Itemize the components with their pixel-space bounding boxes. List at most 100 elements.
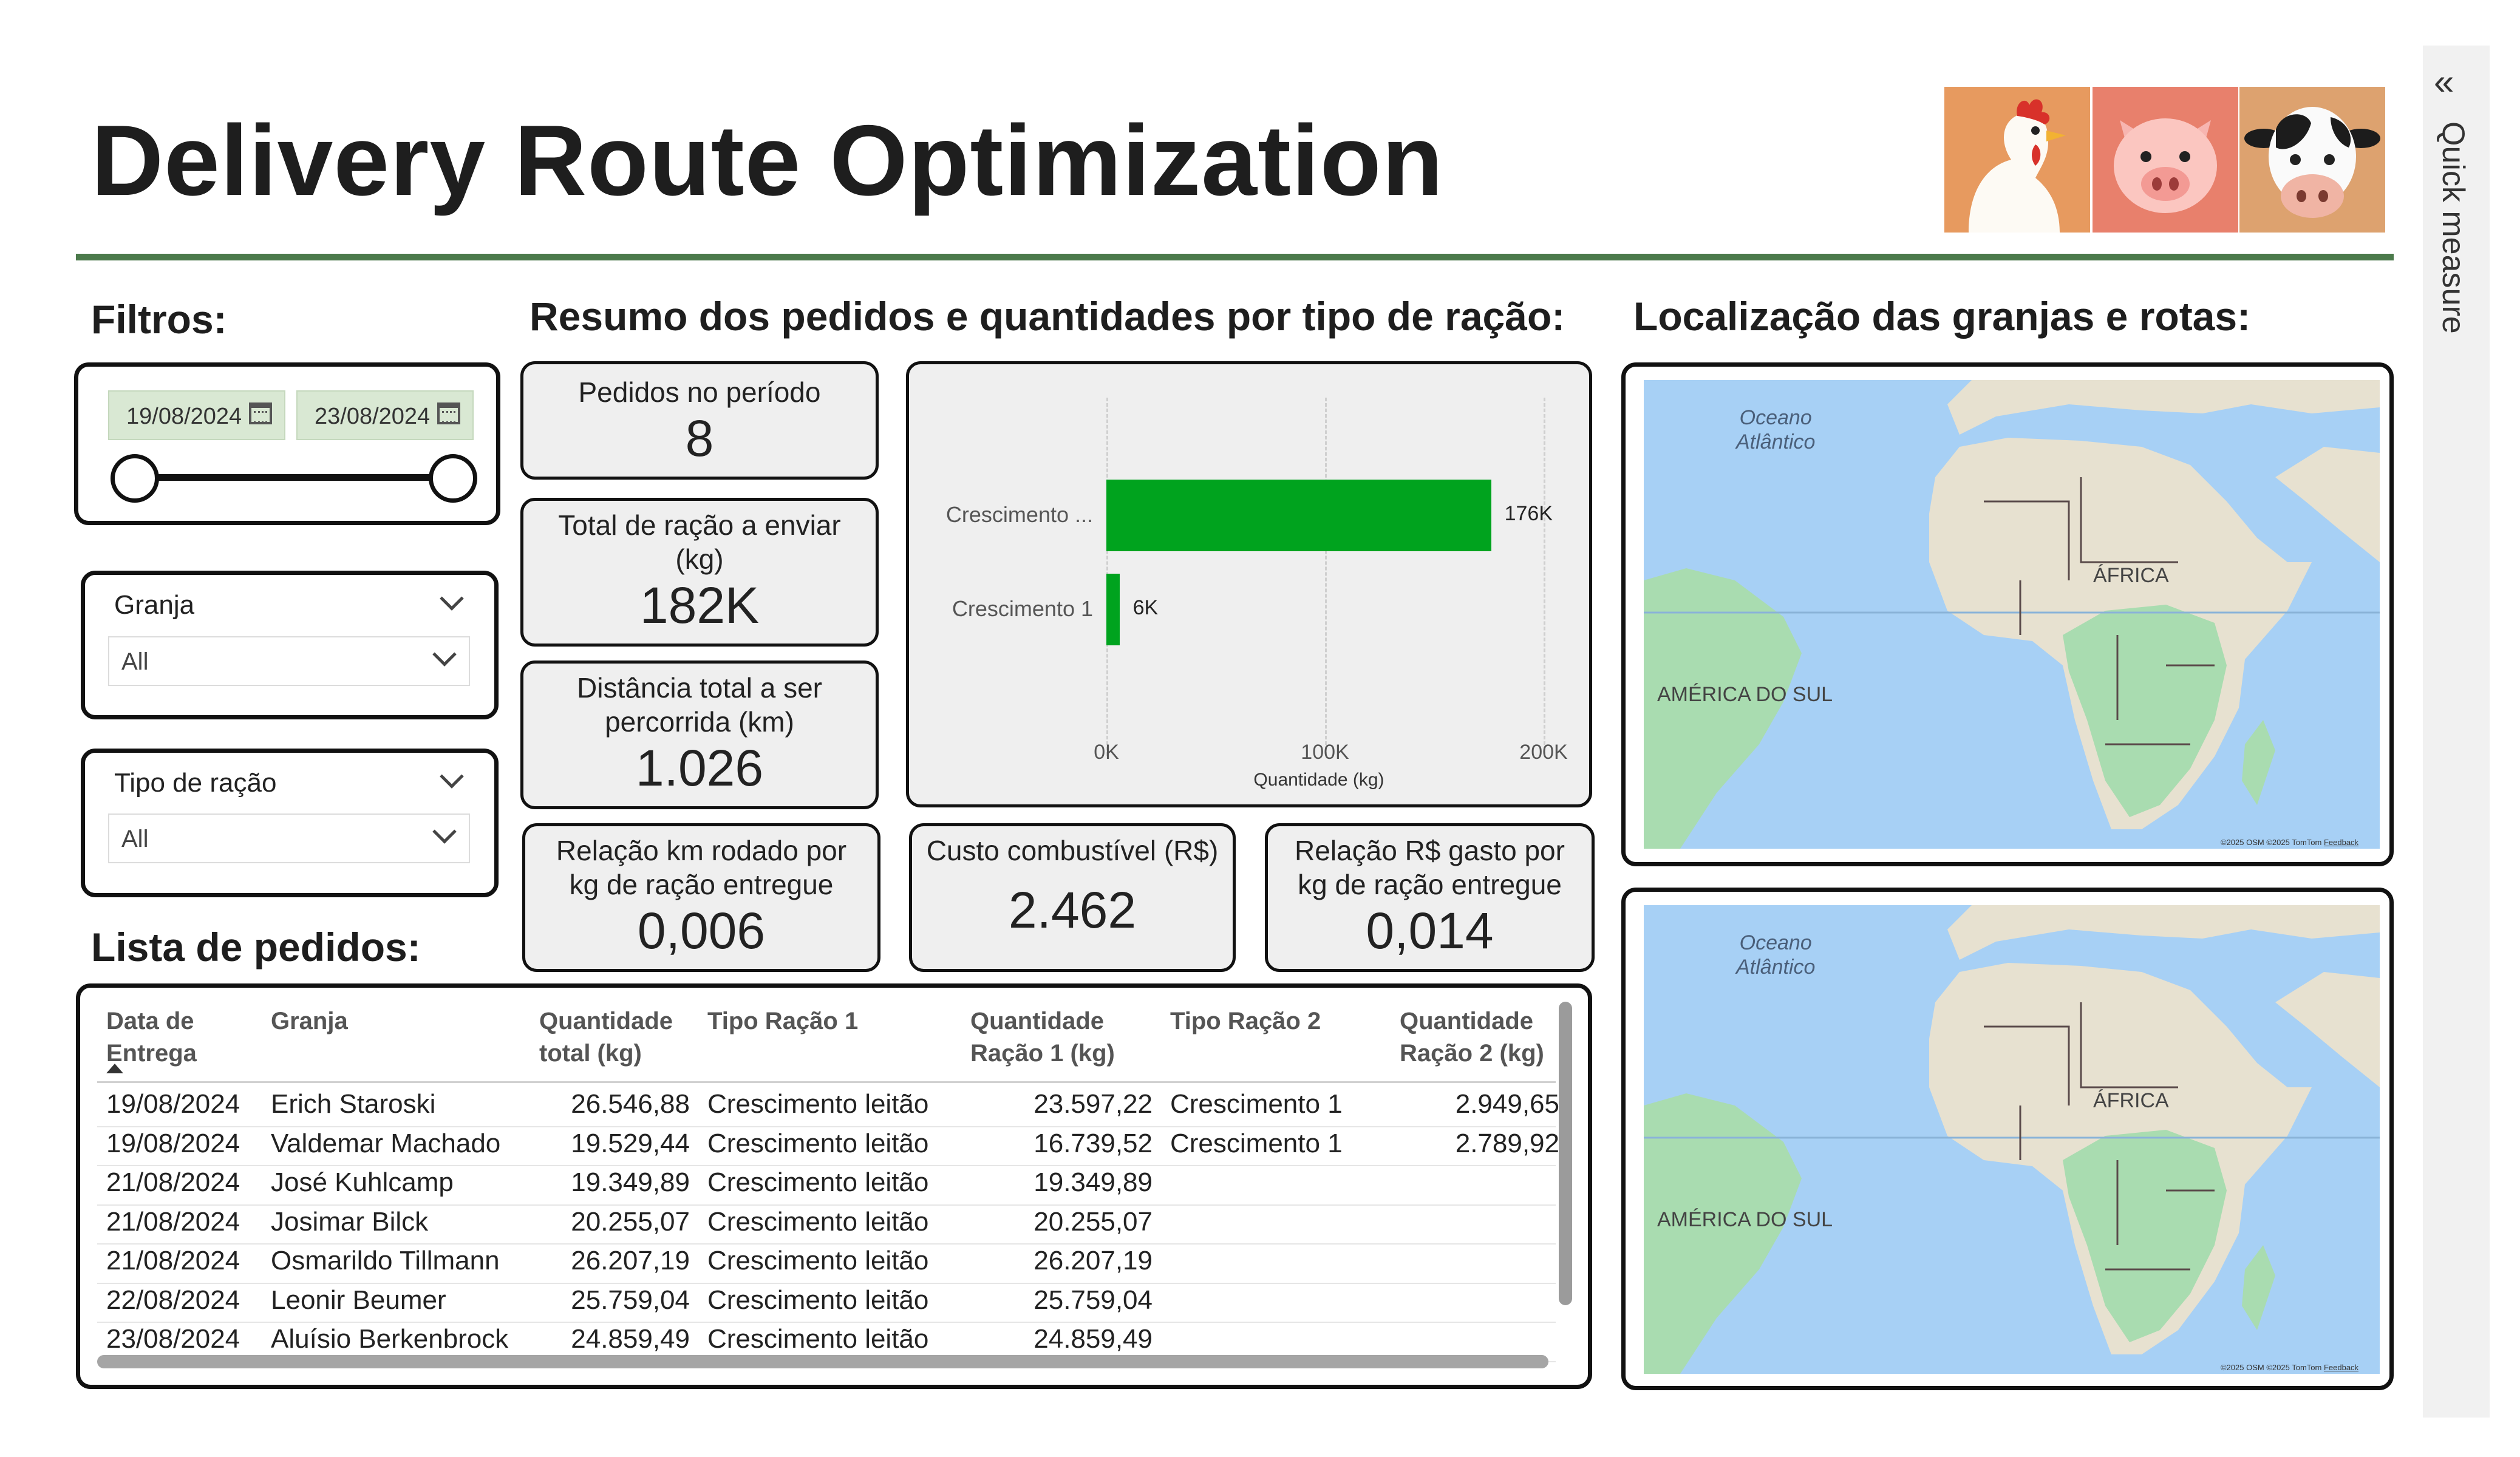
- col-header-line: Tipo Ração 2: [1170, 1008, 1321, 1034]
- calendar-icon[interactable]: [249, 402, 272, 424]
- table-row[interactable]: [97, 1322, 1556, 1323]
- filters-heading: Filtros:: [91, 297, 227, 342]
- chart-gridline: [1544, 398, 1545, 756]
- table-cell: 23/08/2024: [106, 1324, 240, 1354]
- map-canvas[interactable]: [1644, 380, 2380, 849]
- date-start-field[interactable]: 19/08/2024: [108, 390, 285, 440]
- table-row[interactable]: [97, 1282, 1556, 1284]
- kpi-distancia-label-line1: Distância total a ser: [577, 672, 822, 704]
- table-cell: 25.759,04: [571, 1285, 690, 1315]
- sort-ascending-icon[interactable]: [106, 1064, 123, 1073]
- kpi-total-racao-label-line2: (kg): [675, 543, 724, 575]
- table-row[interactable]: [97, 1243, 1556, 1245]
- bar-data-label: 176K: [1504, 502, 1553, 525]
- orders-table: [76, 983, 1592, 1389]
- calendar-icon[interactable]: [437, 402, 460, 424]
- quick-measure-pane[interactable]: [2423, 46, 2490, 1418]
- kpi-total-racao-card: Total de ração a enviar (kg) 182K: [520, 498, 879, 647]
- category-label: Crescimento ...: [945, 502, 1093, 527]
- table-cell: 19/08/2024: [106, 1089, 240, 1119]
- table-cell: Josimar Bilck: [271, 1206, 429, 1237]
- table-cell: Leonir Beumer: [271, 1285, 446, 1315]
- table-vertical-scrollbar[interactable]: [1559, 1002, 1572, 1305]
- col-header-tipo-racao-1[interactable]: Tipo Ração 1: [707, 1005, 950, 1038]
- ocean-label: Oceano Atlântico: [1736, 406, 1815, 454]
- table-cell: Crescimento leitão: [707, 1285, 929, 1315]
- africa-label: ÁFRICA: [2093, 564, 2169, 587]
- table-cell: Crescimento leitão: [707, 1206, 929, 1237]
- date-end-value: 23/08/2024: [315, 404, 431, 429]
- col-header-tipo-racao-2[interactable]: Tipo Ração 2: [1170, 1005, 1389, 1038]
- table-cell: 19.529,44: [571, 1128, 690, 1158]
- table-cell: 21/08/2024: [106, 1206, 240, 1237]
- kpi-rs-por-kg-card: Relação R$ gasto por kg de ração entregu…: [1265, 823, 1595, 972]
- table-cell: 16.739,52: [1034, 1128, 1153, 1158]
- summary-heading: Resumo dos pedidos e quantidades por tip…: [530, 294, 1565, 339]
- date-end-field[interactable]: 23/08/2024: [296, 390, 474, 440]
- kpi-distancia-value: 1.026: [635, 739, 764, 796]
- kpi-km-por-kg-label-line2: kg de ração entregue: [569, 869, 834, 900]
- ocean-label-line1: Oceano: [1739, 406, 1812, 429]
- map-credit-text: ©2025 OSM ©2025 TomTom: [2221, 1363, 2322, 1372]
- date-slider-end-handle[interactable]: [429, 454, 477, 503]
- map-credit-text: ©2025 OSM ©2025 TomTom: [2221, 838, 2322, 847]
- table-cell: Crescimento leitão: [707, 1246, 929, 1275]
- granja-dropdown[interactable]: All: [108, 636, 470, 686]
- table-cell: Crescimento 1: [1170, 1128, 1343, 1158]
- route-map[interactable]: Oceano Atlântico ÁFRICA AMÉRICA DO SUL ©…: [1621, 888, 2394, 1390]
- table-cell: 26.207,19: [571, 1246, 690, 1275]
- col-header-quantidade-total[interactable]: Quantidade total (kg): [539, 1005, 691, 1070]
- maps-heading: Localização das granjas e rotas:: [1633, 294, 2251, 339]
- kpi-distancia-label-line2: percorrida (km): [605, 706, 794, 738]
- table-cell: Crescimento leitão: [707, 1089, 929, 1119]
- col-header-granja[interactable]: Granja: [271, 1005, 526, 1038]
- tipo-racao-dropdown[interactable]: All: [108, 813, 470, 863]
- table-cell: 19.349,89: [571, 1167, 690, 1197]
- date-slider-start-handle[interactable]: [111, 454, 159, 503]
- map-attribution: ©2025 OSM ©2025 TomTom Feedback: [2221, 1363, 2358, 1372]
- map-feedback-link[interactable]: Feedback: [2323, 1363, 2359, 1372]
- feed-type-bar-chart[interactable]: 0K 100K 200K Quantidade (kg) Crescimento ...…: [906, 361, 1592, 807]
- farm-location-map[interactable]: Oceano Atlântico ÁFRICA AMÉRICA DO SUL ©…: [1621, 362, 2394, 866]
- table-cell: 22/08/2024: [106, 1285, 240, 1315]
- bar[interactable]: [1106, 480, 1491, 551]
- kpi-custo-label: Custo combustível (R$): [926, 835, 1219, 866]
- table-cell: 20.255,07: [1034, 1206, 1153, 1237]
- table-row[interactable]: [97, 1126, 1556, 1127]
- chart-plot-area: 0K 100K 200K Quantidade (kg) Crescimento ...…: [909, 364, 1589, 804]
- table-cell: Erich Staroski: [271, 1089, 436, 1119]
- collapse-chevrons-icon[interactable]: «: [2434, 61, 2454, 102]
- ocean-label-line2: Atlântico: [1736, 430, 1816, 453]
- table-cell: José Kuhlcamp: [271, 1167, 454, 1197]
- table-cell: 24.859,49: [1034, 1324, 1153, 1354]
- col-header-line: Quantidade: [970, 1008, 1105, 1034]
- kpi-rs-por-kg-value: 0,014: [1366, 902, 1494, 959]
- x-tick-label: 100K: [1301, 741, 1349, 764]
- table-cell: 2.949,65: [1455, 1089, 1559, 1119]
- table-cell: Crescimento leitão: [707, 1324, 929, 1354]
- kpi-pedidos-label: Pedidos no período: [578, 376, 821, 408]
- table-horizontal-scrollbar[interactable]: [97, 1355, 1548, 1368]
- kpi-rs-por-kg-label-line1: Relação R$ gasto por: [1295, 835, 1565, 866]
- map-feedback-link[interactable]: Feedback: [2323, 838, 2359, 847]
- col-header-line: Tipo Ração 1: [707, 1008, 859, 1034]
- kpi-rs-por-kg-label-line2: kg de ração entregue: [1298, 869, 1562, 900]
- col-header-quantidade-racao-1[interactable]: Quantidade Ração 1 (kg): [970, 1005, 1153, 1070]
- map-attribution: ©2025 OSM ©2025 TomTom Feedback: [2221, 838, 2358, 847]
- col-header-line: total (kg): [539, 1040, 642, 1067]
- table-row[interactable]: [97, 1165, 1556, 1166]
- table-cell: Crescimento leitão: [707, 1167, 929, 1197]
- ocean-label-line1: Oceano: [1739, 931, 1812, 954]
- date-start-value: 19/08/2024: [126, 404, 242, 429]
- map-canvas[interactable]: [1644, 905, 2380, 1374]
- table-row[interactable]: [97, 1204, 1556, 1206]
- col-header-data-entrega[interactable]: Data de Entrega: [106, 1005, 264, 1070]
- col-header-line: Data de: [106, 1008, 194, 1034]
- date-slider-track[interactable]: [135, 474, 451, 481]
- table-cell: 19/08/2024: [106, 1128, 240, 1158]
- quick-measure-label[interactable]: Quick measure: [2436, 121, 2471, 334]
- col-header-line: Quantidade: [1400, 1008, 1534, 1034]
- bar[interactable]: [1106, 574, 1120, 645]
- pig-icon: [2093, 87, 2238, 233]
- col-header-quantidade-racao-2[interactable]: Quantidade Ração 2 (kg): [1400, 1005, 1582, 1070]
